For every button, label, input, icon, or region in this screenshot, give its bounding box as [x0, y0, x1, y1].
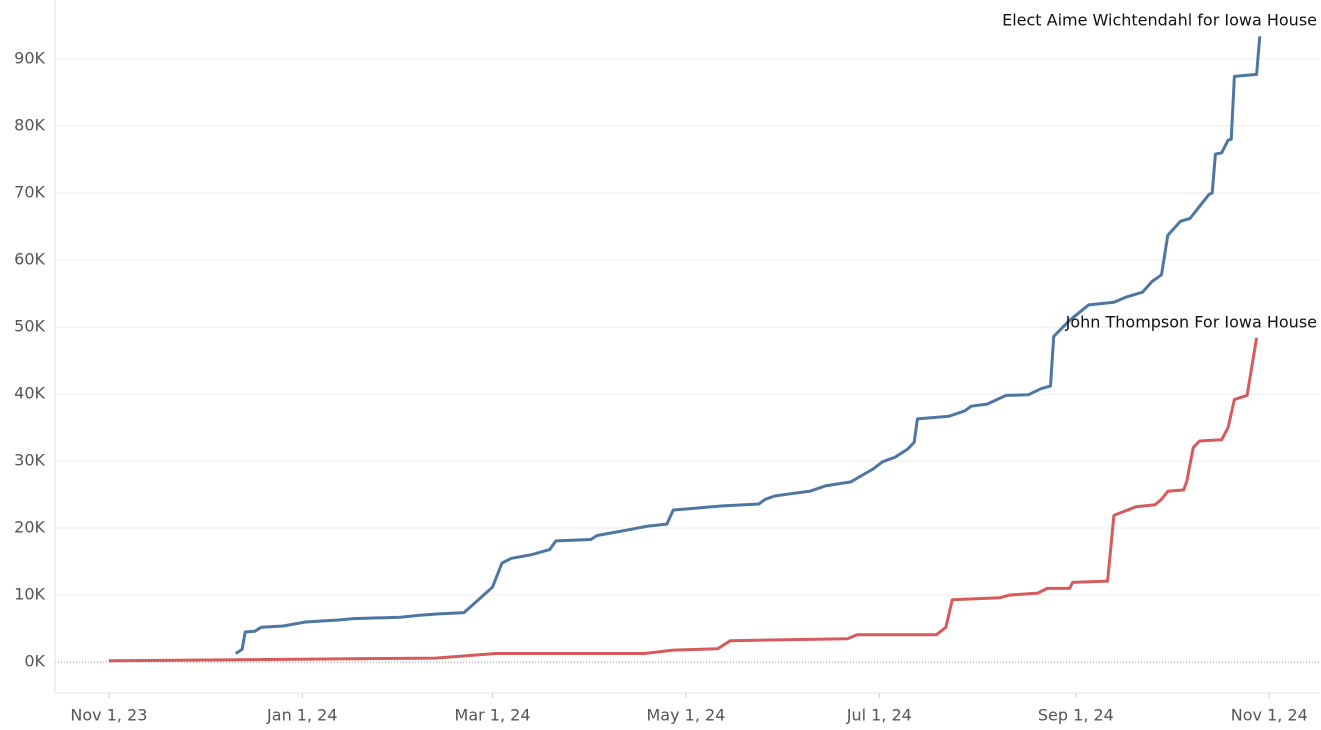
- y-tick-label: 60K: [14, 250, 45, 269]
- y-tick-label: 10K: [14, 585, 45, 604]
- series-line: [108, 337, 1259, 663]
- x-tick-label: Mar 1, 24: [455, 706, 531, 725]
- y-tick-label: 50K: [14, 317, 45, 336]
- x-tick-label: Nov 1, 24: [1231, 706, 1308, 725]
- x-tick-label: Sep 1, 24: [1038, 706, 1114, 725]
- y-tick-label: 40K: [14, 384, 45, 403]
- y-tick-label: 80K: [14, 116, 45, 135]
- y-tick-label: 90K: [14, 48, 45, 67]
- x-tick-label: Jan 1, 24: [266, 706, 337, 725]
- series-line: [234, 36, 1262, 655]
- x-tick-label: May 1, 24: [646, 706, 725, 725]
- series-label: John Thompson For Iowa House: [1065, 312, 1317, 331]
- y-tick-label: 30K: [14, 451, 45, 470]
- series-label: Elect Aime Wichtendahl for Iowa House: [1002, 11, 1317, 30]
- y-tick-label: 70K: [14, 183, 45, 202]
- y-tick-label: 0K: [24, 652, 45, 671]
- x-tick-label: Jul 1, 24: [846, 706, 912, 725]
- x-tick-label: Nov 1, 23: [70, 706, 147, 725]
- y-tick-label: 20K: [14, 518, 45, 537]
